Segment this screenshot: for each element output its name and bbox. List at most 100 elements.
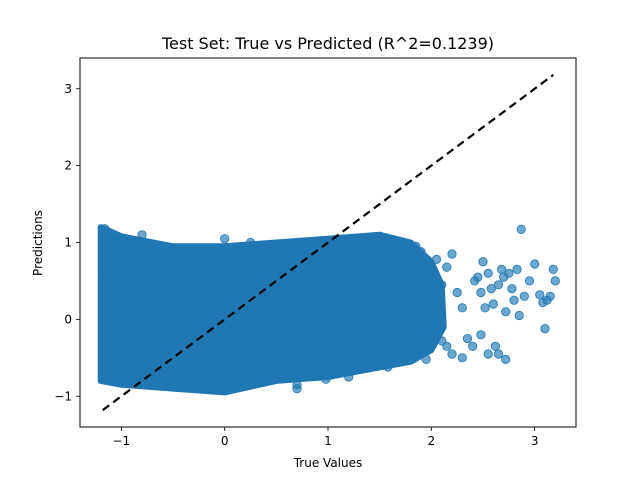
data-point xyxy=(490,341,500,351)
x-tick-label: 0 xyxy=(221,434,229,448)
data-point xyxy=(383,362,393,372)
data-point xyxy=(462,333,473,344)
data-point xyxy=(530,259,540,269)
data-point xyxy=(261,291,271,301)
data-point xyxy=(99,272,109,282)
data-point xyxy=(488,299,498,309)
data-point xyxy=(220,234,230,244)
y-axis-label: Predictions xyxy=(31,210,45,276)
scatter-cloud-body xyxy=(97,224,447,396)
data-point xyxy=(548,264,558,274)
data-point xyxy=(473,272,483,282)
y-tick-label: 3 xyxy=(64,82,72,96)
data-point xyxy=(142,253,152,263)
data-point xyxy=(540,323,550,334)
data-point xyxy=(230,254,240,264)
x-tick-label: 3 xyxy=(531,434,539,448)
data-point xyxy=(524,276,535,286)
data-point xyxy=(111,234,121,244)
data-point xyxy=(292,383,302,394)
data-point xyxy=(416,345,426,355)
data-point xyxy=(302,280,312,290)
data-point xyxy=(447,249,457,259)
data-point xyxy=(313,330,323,340)
data-point xyxy=(251,368,261,378)
axis-ticks: −1 0 1 2 3 −1 0 1 2 3 xyxy=(54,82,538,448)
data-point xyxy=(476,287,486,298)
data-point xyxy=(478,257,488,267)
data-point xyxy=(106,322,116,332)
data-point xyxy=(512,264,522,274)
data-point xyxy=(486,283,496,294)
plot-frame xyxy=(79,57,577,428)
data-point xyxy=(118,295,129,305)
data-point xyxy=(431,254,442,264)
data-point xyxy=(447,349,457,359)
data-point xyxy=(209,272,219,282)
y-tick-label: 1 xyxy=(64,236,72,250)
data-point xyxy=(519,291,529,301)
data-point xyxy=(437,280,447,290)
data-point xyxy=(545,291,555,301)
data-point xyxy=(442,262,452,272)
data-point xyxy=(493,280,504,290)
data-point xyxy=(468,341,478,351)
data-point xyxy=(189,307,199,317)
data-point xyxy=(168,244,178,254)
data-point xyxy=(416,247,426,257)
data-point xyxy=(504,268,514,278)
data-point xyxy=(501,307,511,317)
data-point xyxy=(550,276,560,286)
data-point xyxy=(127,357,137,367)
scatter-cloud xyxy=(97,224,447,396)
y-tick-label: 2 xyxy=(64,159,72,173)
x-tick-label: −1 xyxy=(112,434,130,448)
data-point xyxy=(516,224,526,234)
scatter-points xyxy=(99,224,560,394)
data-point xyxy=(535,290,545,300)
data-point xyxy=(452,287,462,298)
x-tick-label: 1 xyxy=(324,434,332,448)
data-point xyxy=(421,354,431,364)
data-point xyxy=(271,241,281,251)
data-point xyxy=(245,237,256,248)
data-point xyxy=(501,354,511,364)
data-point xyxy=(225,383,235,394)
data-point xyxy=(457,303,467,313)
chart-title: Test Set: True vs Predicted (R^2=0.1239) xyxy=(161,34,494,53)
x-axis-label: True Values xyxy=(293,456,363,470)
data-point xyxy=(240,326,250,336)
data-point xyxy=(476,330,486,340)
data-point xyxy=(354,245,364,255)
data-point xyxy=(137,230,147,240)
data-point xyxy=(480,303,490,313)
data-point xyxy=(493,349,504,359)
data-point xyxy=(100,224,110,234)
data-point xyxy=(173,372,183,382)
data-point xyxy=(426,268,436,278)
x-tick-label: 2 xyxy=(428,434,436,448)
data-point xyxy=(400,322,411,332)
y-tick-label: −1 xyxy=(54,389,72,403)
data-point xyxy=(344,372,354,382)
data-point xyxy=(333,310,343,321)
data-point xyxy=(321,374,331,384)
reference-line xyxy=(102,74,554,411)
data-point xyxy=(457,353,467,363)
data-point xyxy=(431,326,442,336)
data-point xyxy=(437,336,447,346)
data-point xyxy=(507,283,517,294)
data-point xyxy=(514,310,524,321)
data-point xyxy=(359,337,369,347)
data-point xyxy=(483,268,493,278)
data-point xyxy=(147,380,157,390)
data-point xyxy=(199,376,209,386)
y-tick-label: 0 xyxy=(64,312,72,326)
data-point xyxy=(395,268,405,278)
data-point xyxy=(375,231,385,241)
data-point xyxy=(483,349,493,359)
data-point xyxy=(509,295,519,305)
data-point xyxy=(282,357,292,367)
data-point xyxy=(158,287,168,298)
